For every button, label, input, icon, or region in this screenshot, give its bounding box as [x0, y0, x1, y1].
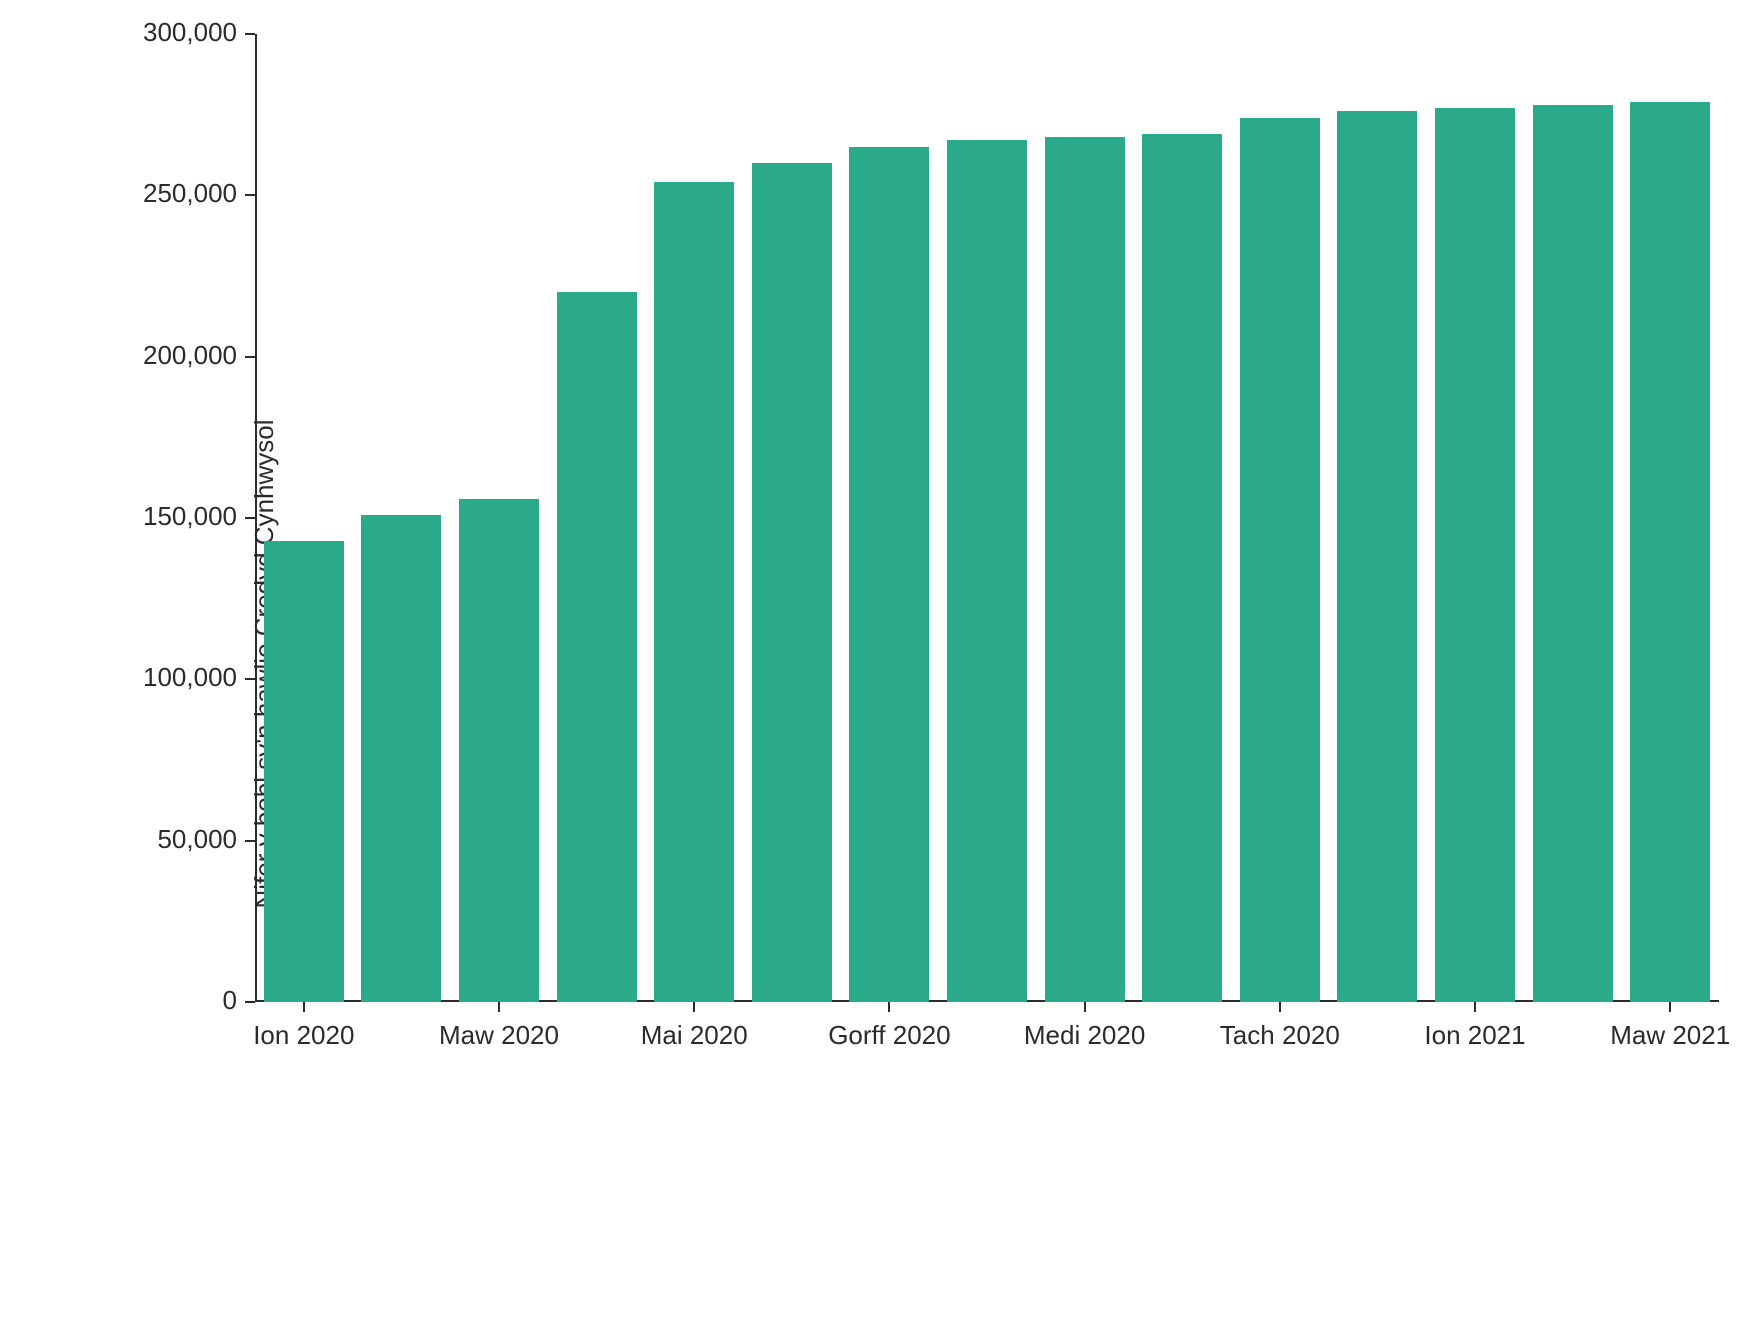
- y-tick: [245, 356, 255, 358]
- bar: [1142, 134, 1222, 1002]
- y-tick: [245, 194, 255, 196]
- chart-container: Nifer y bobl sy'n hawlio Credyd Cynhwyso…: [0, 0, 1740, 1328]
- x-tick: [1669, 1002, 1671, 1012]
- y-tick-label: 100,000: [97, 662, 237, 693]
- bar: [361, 515, 441, 1002]
- y-axis-line: [255, 34, 257, 1002]
- bar: [1435, 108, 1515, 1002]
- bar: [1630, 102, 1710, 1002]
- x-tick: [1279, 1002, 1281, 1012]
- y-tick-label: 200,000: [97, 340, 237, 371]
- x-tick: [1474, 1002, 1476, 1012]
- x-tick: [888, 1002, 890, 1012]
- y-tick: [245, 1001, 255, 1003]
- x-tick-label: Maw 2021: [1570, 1020, 1740, 1051]
- x-tick-label: Medi 2020: [985, 1020, 1185, 1051]
- bar: [849, 147, 929, 1002]
- bar: [557, 292, 637, 1002]
- x-tick: [303, 1002, 305, 1012]
- bar: [1240, 118, 1320, 1002]
- bar: [1337, 111, 1417, 1002]
- y-tick: [245, 840, 255, 842]
- x-tick-label: Gorff 2020: [789, 1020, 989, 1051]
- bar: [1533, 105, 1613, 1002]
- y-tick: [245, 33, 255, 35]
- x-tick: [498, 1002, 500, 1012]
- y-tick: [245, 517, 255, 519]
- x-tick: [693, 1002, 695, 1012]
- x-tick: [1084, 1002, 1086, 1012]
- plot-area: 050,000100,000150,000200,000250,000300,0…: [255, 34, 1719, 1002]
- x-tick-label: Mai 2020: [594, 1020, 794, 1051]
- y-tick-label: 250,000: [97, 178, 237, 209]
- bar: [1045, 137, 1125, 1002]
- bar: [947, 140, 1027, 1002]
- bar: [752, 163, 832, 1002]
- x-tick-label: Tach 2020: [1180, 1020, 1380, 1051]
- bar: [264, 541, 344, 1002]
- bar: [459, 499, 539, 1002]
- y-tick-label: 0: [97, 985, 237, 1016]
- x-tick-label: Ion 2021: [1375, 1020, 1575, 1051]
- y-tick-label: 300,000: [97, 17, 237, 48]
- x-tick-label: Maw 2020: [399, 1020, 599, 1051]
- x-tick-label: Ion 2020: [204, 1020, 404, 1051]
- bar: [654, 182, 734, 1002]
- y-tick-label: 150,000: [97, 501, 237, 532]
- y-tick-label: 50,000: [97, 824, 237, 855]
- y-tick: [245, 678, 255, 680]
